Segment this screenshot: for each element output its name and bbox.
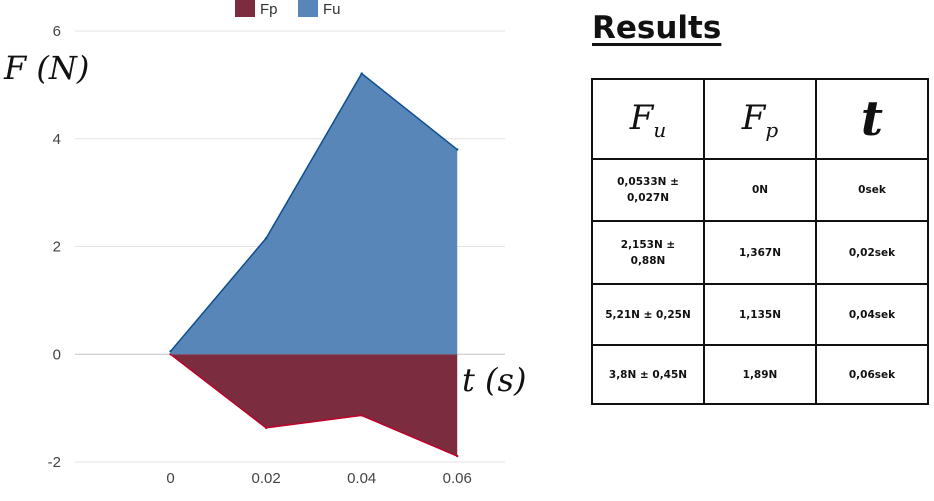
cell-fu: 3,8N ± 0,45N bbox=[591, 344, 705, 406]
x-tick-label: 0.04 bbox=[347, 470, 376, 487]
table-row: 2,153N ±0,88N 1,367N 0,02sek bbox=[591, 220, 929, 286]
x-tick-label: 0.02 bbox=[252, 470, 281, 487]
cell-t: 0,04sek bbox=[815, 283, 929, 347]
legend-label-fu: Fu bbox=[323, 1, 341, 18]
cell-fu: 0,0533N ±0,027N bbox=[591, 158, 705, 223]
area-chart: 6 4 2 0 -2 0 0.02 0.04 0.06 Fp Fu F (N) t (s) bbox=[3, 0, 526, 487]
y-tick-label: 4 bbox=[53, 131, 61, 148]
point-fp bbox=[264, 426, 268, 430]
point-fp bbox=[360, 414, 363, 417]
header-fu: Fu bbox=[591, 77, 705, 161]
header-fp: Fp bbox=[703, 77, 817, 161]
y-tick-label: 0 bbox=[53, 346, 61, 363]
y-tick-label: -2 bbox=[48, 454, 61, 471]
cell-fp: 1,135N bbox=[703, 283, 817, 347]
header-t: t bbox=[815, 77, 929, 161]
cell-fu: 5,21N ± 0,25N bbox=[591, 283, 705, 347]
area-fu bbox=[170, 73, 458, 355]
cell-fp: 0N bbox=[703, 158, 817, 223]
cell-t: 0sek bbox=[815, 158, 929, 223]
results-table: Fu Fp t 0,0533N ±0,027N 0N 0sek 2,153N ±… bbox=[591, 77, 929, 406]
legend-swatch-fp bbox=[235, 0, 255, 17]
x-tick-label: 0.06 bbox=[443, 470, 472, 487]
table-row: 5,21N ± 0,25N 1,135N 0,04sek bbox=[591, 283, 929, 347]
legend-label-fp: Fp bbox=[260, 1, 278, 18]
cell-t: 0,06sek bbox=[815, 344, 929, 406]
area-fp bbox=[170, 354, 458, 457]
legend-swatch-fu bbox=[298, 0, 318, 17]
line-fu bbox=[169, 72, 458, 352]
y-tick-label: 2 bbox=[53, 239, 61, 256]
cell-fu: 2,153N ±0,88N bbox=[591, 220, 705, 286]
y-axis-label: F (N) bbox=[3, 49, 89, 87]
x-axis-label: t (s) bbox=[462, 361, 526, 399]
table-row: 0,0533N ±0,027N 0N 0sek bbox=[591, 158, 929, 223]
point-fu bbox=[264, 237, 268, 240]
cell-fp: 1,89N bbox=[703, 344, 817, 406]
y-tick-label: 6 bbox=[53, 23, 61, 40]
point-fp bbox=[456, 454, 459, 458]
point-fu bbox=[456, 148, 459, 151]
table-header-row: Fu Fp t bbox=[591, 77, 929, 161]
chart-svg: 6 4 2 0 -2 0 0.02 0.04 0.06 Fp Fu F (N) t (s) bbox=[3, 0, 526, 487]
point-fu bbox=[360, 72, 363, 75]
line-fp bbox=[170, 353, 458, 457]
point-fu bbox=[169, 350, 172, 353]
table-row: 3,8N ± 0,45N 1,89N 0,06sek bbox=[591, 344, 929, 406]
cell-t: 0,02sek bbox=[815, 220, 929, 286]
results-title: Results bbox=[592, 10, 722, 46]
cell-fp: 1,367N bbox=[703, 220, 817, 286]
x-tick-label: 0 bbox=[166, 470, 174, 487]
